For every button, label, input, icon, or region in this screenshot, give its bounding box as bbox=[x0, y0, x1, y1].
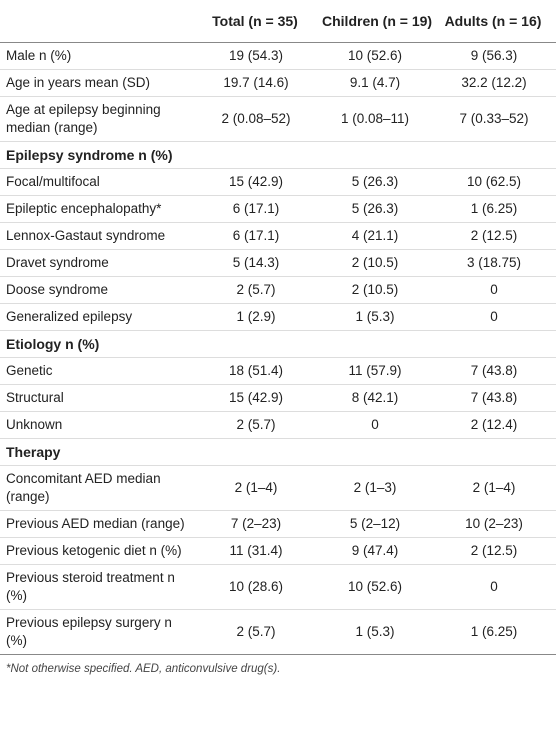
row-label: Genetic bbox=[0, 357, 192, 385]
cell: 15 (42.9) bbox=[192, 168, 318, 196]
cell: 10 (52.6) bbox=[318, 564, 430, 610]
cell: 7 (43.8) bbox=[430, 384, 556, 412]
column-header: Children (n = 19) bbox=[318, 0, 432, 43]
cell: 6 (17.1) bbox=[192, 195, 318, 223]
cell: 11 (31.4) bbox=[192, 537, 318, 565]
section-label: Epilepsy syndrome n (%) bbox=[0, 141, 556, 169]
data-row: Previous ketogenic diet n (%) 11 (31.4) 9 … bbox=[0, 537, 556, 565]
cell: 2 (5.7) bbox=[192, 276, 318, 304]
data-row: Concomitant AED median (range) 2 (1–4) 2 (… bbox=[0, 465, 556, 511]
cell: 0 bbox=[430, 303, 556, 331]
cell: 2 (5.7) bbox=[192, 609, 318, 655]
cell: 2 (5.7) bbox=[192, 411, 318, 439]
section-row: Epilepsy syndrome n (%) bbox=[0, 141, 556, 169]
row-label: Generalized epilepsy bbox=[0, 303, 192, 331]
cell: 0 bbox=[430, 276, 556, 304]
cell: 5 (14.3) bbox=[192, 249, 318, 277]
data-row: Epileptic encephalopathy* 6 (17.1) 5 (26.3… bbox=[0, 195, 556, 223]
data-row: Unknown 2 (5.7) 0 2 (12.4) bbox=[0, 411, 556, 439]
cell: 1 (2.9) bbox=[192, 303, 318, 331]
column-header: Adults (n = 16) bbox=[430, 0, 556, 43]
cell: 19 (54.3) bbox=[192, 42, 318, 70]
data-row: Generalized epilepsy 1 (2.9) 1 (5.3) 0 bbox=[0, 303, 556, 331]
cell: 10 (28.6) bbox=[192, 564, 318, 610]
row-label: Male n (%) bbox=[0, 42, 192, 70]
data-table: Total (n = 35) Children (n = 19) Adults (n… bbox=[0, 0, 556, 655]
cell: 32.2 (12.2) bbox=[430, 69, 556, 97]
cell: 4 (21.1) bbox=[318, 222, 430, 250]
row-label: Concomitant AED median (range) bbox=[0, 465, 192, 511]
cell: 19.7 (14.6) bbox=[192, 69, 318, 97]
section-row: Therapy bbox=[0, 438, 556, 466]
cell: 9 (47.4) bbox=[318, 537, 430, 565]
cell: 2 (12.4) bbox=[430, 411, 556, 439]
cell: 1 (5.3) bbox=[318, 303, 430, 331]
column-header: Total (n = 35) bbox=[192, 0, 318, 43]
cell: 1 (5.3) bbox=[318, 609, 430, 655]
cell: 2 (0.08–52) bbox=[192, 96, 318, 142]
data-row: Genetic 18 (51.4) 11 (57.9) 7 (43.8) bbox=[0, 357, 556, 385]
cell: 2 (1–3) bbox=[318, 465, 430, 511]
row-label: Age in years mean (SD) bbox=[0, 69, 192, 97]
row-label: Lennox-Gastaut syndrome bbox=[0, 222, 192, 250]
cell: 7 (0.33–52) bbox=[430, 96, 556, 142]
cell: 6 (17.1) bbox=[192, 222, 318, 250]
data-row: Lennox-Gastaut syndrome 6 (17.1) 4 (21.1) 2… bbox=[0, 222, 556, 250]
cell: 1 (0.08–11) bbox=[318, 96, 430, 142]
cell: 2 (12.5) bbox=[430, 537, 556, 565]
cell: 7 (2–23) bbox=[192, 510, 318, 538]
data-row: Previous AED median (range) 7 (2–23) 5 (2–… bbox=[0, 510, 556, 538]
cell: 8 (42.1) bbox=[318, 384, 430, 412]
footnote: *Not otherwise specified. AED, anticonvu… bbox=[6, 663, 281, 675]
row-label: Previous steroid treatment n (%) bbox=[0, 564, 192, 610]
row-label: Age at epilepsy beginning median (range) bbox=[0, 96, 192, 142]
cell: 9.1 (4.7) bbox=[318, 69, 430, 97]
row-label: Previous AED median (range) bbox=[0, 510, 192, 538]
cell: 0 bbox=[430, 564, 556, 610]
cell: 2 (10.5) bbox=[318, 249, 430, 277]
data-row: Age in years mean (SD) 19.7 (14.6) 9.1 (4.… bbox=[0, 69, 556, 97]
row-label: Previous epilepsy surgery n (%) bbox=[0, 609, 192, 655]
section-label: Therapy bbox=[0, 438, 556, 466]
cell: 2 (1–4) bbox=[430, 465, 556, 511]
row-label: Unknown bbox=[0, 411, 192, 439]
cell: 5 (26.3) bbox=[318, 195, 430, 223]
cell: 10 (62.5) bbox=[430, 168, 556, 196]
data-row: Structural 15 (42.9) 8 (42.1) 7 (43.8) bbox=[0, 384, 556, 412]
cell: 7 (43.8) bbox=[430, 357, 556, 385]
cell: 5 (2–12) bbox=[318, 510, 430, 538]
cell: 2 (10.5) bbox=[318, 276, 430, 304]
cell: 11 (57.9) bbox=[318, 357, 430, 385]
data-row: Focal/multifocal 15 (42.9) 5 (26.3) 10 (62.… bbox=[0, 168, 556, 196]
cell: 3 (18.75) bbox=[430, 249, 556, 277]
row-label: Structural bbox=[0, 384, 192, 412]
cell: 1 (6.25) bbox=[430, 609, 556, 655]
cell: 9 (56.3) bbox=[430, 42, 556, 70]
row-label: Dravet syndrome bbox=[0, 249, 192, 277]
row-label: Epileptic encephalopathy* bbox=[0, 195, 192, 223]
data-row: Age at epilepsy beginning median (range)… bbox=[0, 96, 556, 142]
header-row: Total (n = 35) Children (n = 19) Adults (n… bbox=[0, 0, 556, 43]
cell: 5 (26.3) bbox=[318, 168, 430, 196]
cell: 10 (52.6) bbox=[318, 42, 430, 70]
cell: 0 bbox=[318, 411, 430, 439]
data-row: Dravet syndrome 5 (14.3) 2 (10.5) 3 (18.75) bbox=[0, 249, 556, 277]
cell: 2 (1–4) bbox=[192, 465, 318, 511]
cell: 18 (51.4) bbox=[192, 357, 318, 385]
cell: 1 (6.25) bbox=[430, 195, 556, 223]
cell: 10 (2–23) bbox=[430, 510, 556, 538]
section-row: Etiology n (%) bbox=[0, 330, 556, 358]
data-row: Male n (%) 19 (54.3) 10 (52.6) 9 (56.3) bbox=[0, 42, 556, 70]
column-header bbox=[0, 0, 192, 43]
row-label: Previous ketogenic diet n (%) bbox=[0, 537, 192, 565]
section-label: Etiology n (%) bbox=[0, 330, 556, 358]
row-label: Focal/multifocal bbox=[0, 168, 192, 196]
data-row: Previous steroid treatment n (%) 10 (28.6… bbox=[0, 564, 556, 610]
cell: 15 (42.9) bbox=[192, 384, 318, 412]
data-row: Previous epilepsy surgery n (%) 2 (5.7) 1 … bbox=[0, 609, 556, 655]
data-row: Doose syndrome 2 (5.7) 2 (10.5) 0 bbox=[0, 276, 556, 304]
row-label: Doose syndrome bbox=[0, 276, 192, 304]
cell: 2 (12.5) bbox=[430, 222, 556, 250]
